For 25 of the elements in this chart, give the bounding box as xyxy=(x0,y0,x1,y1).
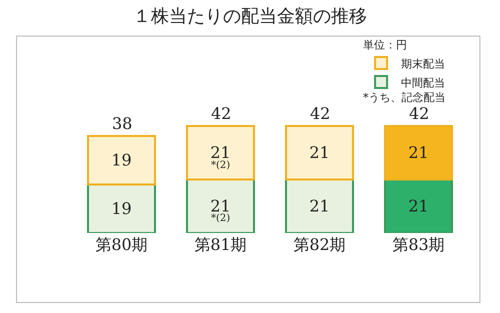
data-label: 21 xyxy=(408,143,429,162)
x-tick-label: 第82期 xyxy=(293,235,346,254)
total-label: 38 xyxy=(112,114,132,133)
bar xyxy=(86,134,156,186)
annotation: *(2) xyxy=(211,213,230,224)
x-tick-label: 第80期 xyxy=(95,235,148,254)
total-label: 42 xyxy=(409,104,430,123)
total-label: 42 xyxy=(211,104,232,123)
data-label: 21 xyxy=(309,196,330,216)
data-label: 21 xyxy=(309,143,330,162)
legend-title: 単位：円 xyxy=(363,38,408,52)
bar xyxy=(284,124,354,180)
total-label: 42 xyxy=(310,104,330,123)
annotation: *(2) xyxy=(211,160,230,171)
x-tick-label: 第83期 xyxy=(392,235,445,254)
data-label: 21 xyxy=(408,196,429,216)
bar xyxy=(384,124,454,180)
legend-label: 中間配当 xyxy=(401,76,446,90)
data-label: 19 xyxy=(111,199,132,218)
bar xyxy=(186,124,256,180)
text: *うち、記念配当 xyxy=(363,91,446,104)
legend-label: 期末配当 xyxy=(401,57,446,70)
x-tick-label: 第81期 xyxy=(194,235,247,254)
data-label: 19 xyxy=(111,150,132,170)
chart-title: １株当たりの配当金額の推移 xyxy=(133,6,367,27)
